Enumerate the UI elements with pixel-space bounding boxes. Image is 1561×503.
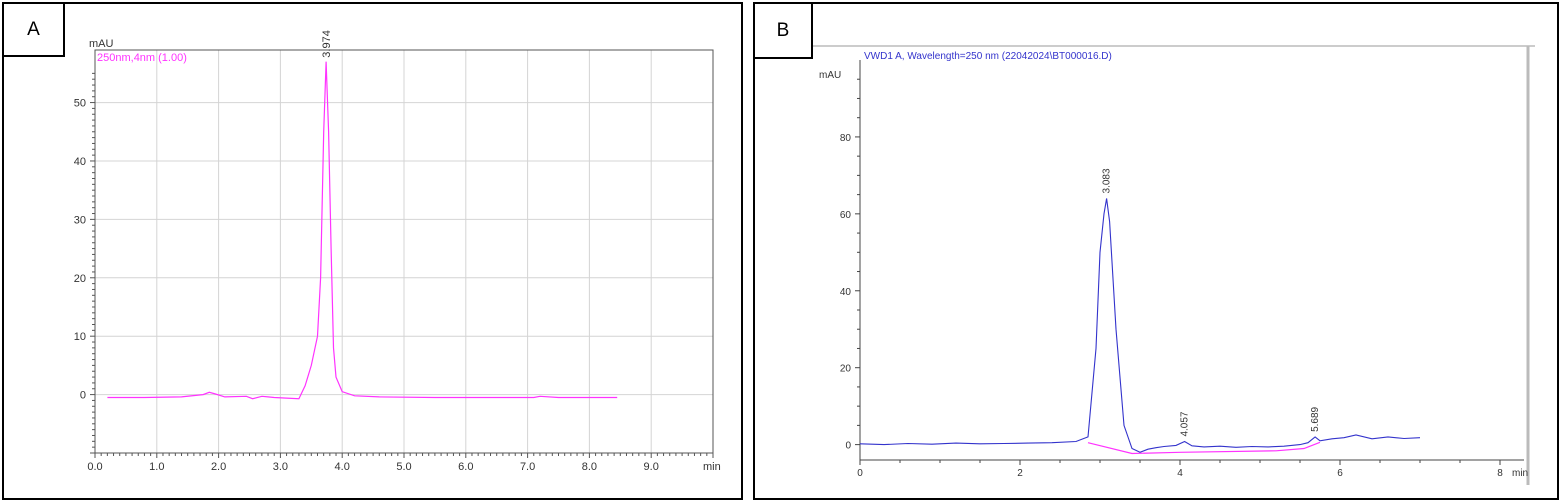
chromatogram-a: 0.0 1.0 2.0 3.0 4.0 5.0 6.0 7.0 8.0 9.0 min 0 10 20 30… (74, 30, 721, 473)
x-tick-label-b: 8 (1497, 468, 1503, 479)
chromatogram-b: 0 2 4 6 8 min 0 20 40 60 80 mAU VWD1 A, Wavelength=2… (806, 45, 1535, 485)
x-tick-label-a: 5.0 (396, 461, 411, 473)
peak-label-b: 3.083 (1102, 168, 1113, 193)
x-tick-label-a: 0.0 (87, 461, 102, 473)
legend-a: 250nm,4nm (1.00) (97, 52, 187, 64)
x-tick-label-b: 6 (1337, 468, 1343, 479)
x-tick-label-a: 3.0 (273, 461, 288, 473)
legend-b: VWD1 A, Wavelength=250 nm (22042024\BT00… (864, 51, 1112, 62)
y-axis-label-a: mAU (89, 38, 114, 50)
y-tick-label-a: 50 (74, 98, 86, 110)
y-tick-label-a: 10 (74, 331, 86, 343)
x-tick-label-a: 8.0 (582, 461, 597, 473)
y-tick-label-a: 20 (74, 273, 86, 285)
y-tick-label-a: 30 (74, 214, 86, 226)
y-tick-label-b: 60 (840, 210, 852, 221)
panel-b-frame (753, 2, 1559, 500)
panel-a-frame (2, 2, 743, 500)
x-tick-label-a: 1.0 (149, 461, 164, 473)
y-tick-label-b: 40 (840, 287, 852, 298)
chromatogram-line-b (859, 198, 1421, 453)
x-tick-label-a: 6.0 (458, 461, 473, 473)
x-tick-label-a: 7.0 (520, 461, 535, 473)
chromatogram-line-a (107, 61, 618, 400)
integration-baseline-b (1087, 441, 1321, 455)
x-tick-label-b: 2 (1017, 468, 1023, 479)
y-axis-label-b: mAU (819, 70, 841, 81)
x-tick-label-a: 4.0 (335, 461, 350, 473)
y-tick-label-b: 80 (840, 133, 852, 144)
x-axis-label-a: min (703, 461, 721, 473)
y-tick-label-b: 20 (840, 364, 852, 375)
x-tick-label-b: 4 (1177, 468, 1183, 479)
panel-label-a: A (2, 2, 65, 57)
x-tick-label-b: 0 (857, 468, 863, 479)
peak-label-b: 4.057 (1180, 411, 1191, 436)
x-tick-label-a: 9.0 (644, 461, 659, 473)
peak-label-a: 3.974 (321, 30, 333, 58)
y-tick-label-a: 40 (74, 156, 86, 168)
y-tick-label-b: 0 (845, 441, 851, 452)
peak-label-b: 5.689 (1310, 406, 1321, 431)
x-tick-label-a: 2.0 (211, 461, 226, 473)
y-tick-label-a: 0 (80, 390, 86, 402)
x-axis-label-b: min (1512, 468, 1528, 479)
panel-label-b: B (753, 2, 813, 59)
